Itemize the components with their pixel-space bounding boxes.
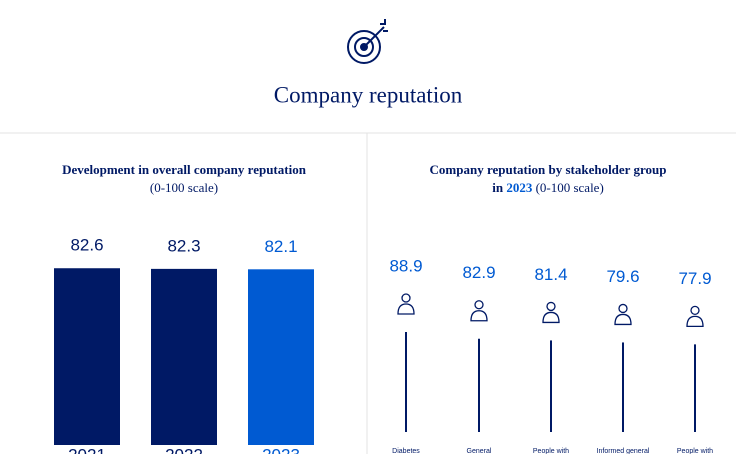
target-icon [347,19,388,64]
value-label: 77.9 [678,269,711,288]
value-label: 82.1 [264,237,297,256]
page-title: Company reputation [274,82,463,107]
category-label: General [467,448,492,454]
category-label: People with [677,448,713,454]
x-tick-label: 2023 [262,445,300,454]
value-label: 81.4 [534,265,567,284]
x-tick-label: 2021 [68,445,106,454]
category-label: Diabetes [392,448,420,454]
bar [248,269,314,445]
category-label: Informed general [597,448,650,454]
x-tick-label: 2022 [165,445,203,454]
chart-title: Company reputation by stakeholder group [430,162,667,177]
stakeholder-icon [470,300,488,322]
value-label: 88.9 [389,256,422,275]
stakeholder-icon [686,305,704,328]
value-label: 79.6 [606,267,639,286]
stakeholder-icon [397,293,415,315]
subtitle-text: in [492,180,504,195]
bar [151,268,217,445]
value-label: 82.6 [70,236,103,255]
stakeholder-icon [614,303,632,326]
bar [54,268,120,445]
stakeholder-icon [542,301,560,324]
subtitle-year: 2023 [506,180,533,195]
chart-subtitle: in 2023 (0-100 scale) [492,180,604,195]
value-label: 82.3 [167,236,200,255]
chart-title: Development in overall company reputatio… [62,162,307,177]
chart-subtitle: (0-100 scale) [150,180,218,195]
scale-note: (0-100 scale) [536,180,604,195]
value-label: 82.9 [462,263,495,282]
category-label: People with [533,448,569,454]
